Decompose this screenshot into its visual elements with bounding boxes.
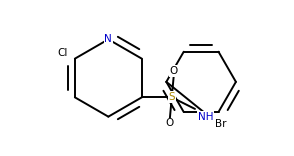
Text: NH: NH [198, 112, 213, 122]
Text: N: N [104, 34, 112, 44]
Text: S: S [168, 92, 175, 102]
Text: Br: Br [215, 119, 226, 129]
Text: O: O [170, 66, 178, 76]
Text: Cl: Cl [58, 48, 68, 58]
Text: O: O [166, 118, 174, 128]
